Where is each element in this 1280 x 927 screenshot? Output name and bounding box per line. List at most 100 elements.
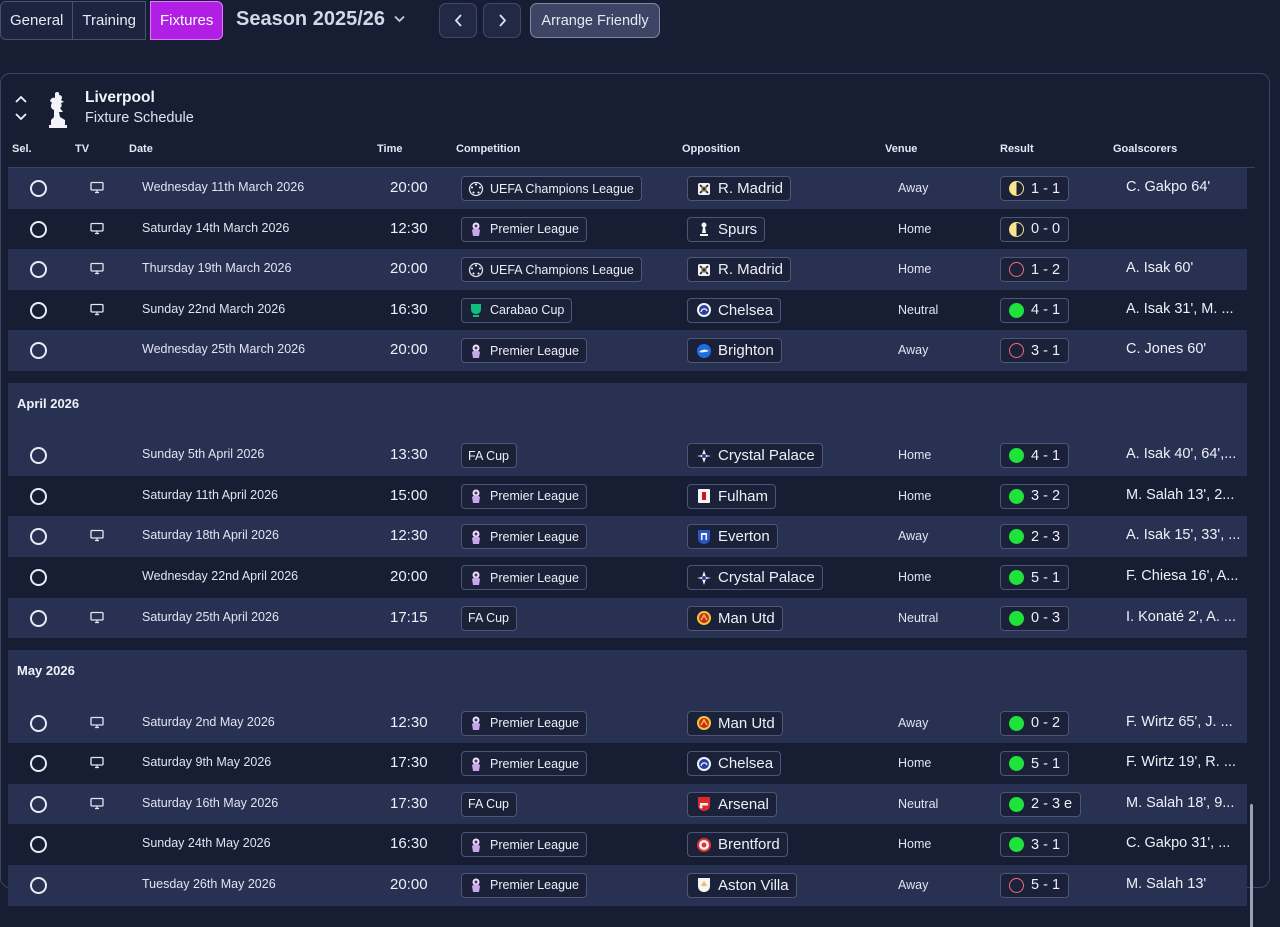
goalscorers: C. Gakpo 64'	[1126, 179, 1211, 195]
column-header-time[interactable]: Time	[377, 143, 403, 155]
opposition-badge[interactable]: Fulham	[687, 483, 777, 509]
competition-badge[interactable]: FA Cup	[461, 605, 517, 631]
next-season-button[interactable]	[483, 3, 521, 38]
opposition-badge[interactable]: R. Madrid	[687, 257, 792, 283]
opposition-badge[interactable]: Arsenal	[687, 791, 777, 817]
fixture-row[interactable]: Saturday 11th April 2026 15:00 Premier Lea…	[8, 476, 1247, 517]
competition-name: Premier League	[490, 837, 579, 852]
competition-badge[interactable]: Premier League	[461, 710, 587, 736]
opposition-badge[interactable]: Chelsea	[687, 297, 782, 323]
competition-badge[interactable]: Premier League	[461, 872, 587, 898]
result-badge[interactable]: 4 - 1	[1000, 443, 1070, 469]
result-badge[interactable]: 4 - 1	[1000, 297, 1070, 323]
fixture-row[interactable]: Tuesday 26th May 2026 20:00 Premier League…	[8, 864, 1247, 906]
select-radio[interactable]	[30, 487, 47, 505]
month-label: April 2026	[17, 395, 80, 411]
fixture-row[interactable]: Saturday 25th April 2026 17:15 FA Cup Man U…	[8, 597, 1247, 639]
result-badge[interactable]: 5 - 1	[1000, 872, 1070, 898]
result-badge[interactable]: 1 - 2	[1000, 257, 1070, 283]
fixture-row[interactable]: Sunday 5th April 2026 13:30 FA Cup Crystal …	[8, 435, 1247, 476]
competition-badge[interactable]: Premier League	[461, 751, 587, 777]
result-badge[interactable]: 3 - 2	[1000, 483, 1070, 509]
result-badge[interactable]: 3 - 1	[1000, 338, 1070, 364]
arrange-friendly-button[interactable]: Arrange Friendly	[530, 3, 660, 38]
select-radio[interactable]	[30, 714, 47, 732]
result-badge[interactable]: 5 - 1	[1000, 565, 1070, 591]
aston-villa-crest-icon	[696, 877, 712, 893]
opposition-badge[interactable]: Crystal Palace	[687, 565, 823, 591]
column-header-venue[interactable]: Venue	[885, 143, 918, 155]
result-badge[interactable]: 2 - 3 e	[1000, 791, 1082, 817]
select-radio[interactable]	[30, 261, 47, 279]
result-badge[interactable]: 1 - 1	[1000, 176, 1070, 201]
opposition-badge[interactable]: Brighton	[687, 338, 782, 364]
arsenal-crest-icon	[696, 796, 712, 812]
column-header-competition[interactable]: Competition	[456, 143, 521, 155]
result-badge[interactable]: 0 - 3	[1000, 605, 1070, 631]
competition-badge[interactable]: Premier League	[461, 338, 587, 364]
result-badge[interactable]: 5 - 1	[1000, 751, 1070, 777]
fixture-row[interactable]: Wednesday 11th March 2026 20:00 UEFA Champ…	[8, 168, 1247, 209]
opposition-badge[interactable]: R. Madrid	[687, 176, 792, 201]
select-radio[interactable]	[30, 447, 47, 465]
fixture-row[interactable]: Saturday 14th March 2026 12:30 Premier Lea…	[8, 209, 1247, 250]
fixture-row[interactable]: Sunday 24th May 2026 16:30 Premier League B…	[8, 824, 1247, 865]
opposition-badge[interactable]: Spurs	[687, 216, 766, 242]
competition-name: Premier League	[490, 716, 579, 731]
opposition-badge[interactable]: Brentford	[687, 832, 788, 858]
fixture-row[interactable]: Wednesday 25th March 2026 20:00 Premier Le…	[8, 330, 1247, 371]
fixture-row[interactable]: Thursday 19th March 2026 20:00 UEFA Champi…	[8, 249, 1247, 290]
season-selector[interactable]: Season 2025/26	[236, 8, 405, 31]
select-radio[interactable]	[30, 836, 47, 854]
collapse-toggle[interactable]	[15, 92, 27, 121]
column-header-opposition[interactable]: Opposition	[682, 143, 741, 155]
fixture-row[interactable]: Saturday 2nd May 2026 12:30 Premier League…	[8, 702, 1247, 744]
tab-general[interactable]: General	[0, 1, 74, 40]
select-radio[interactable]	[30, 180, 47, 197]
select-radio[interactable]	[30, 220, 47, 238]
competition-badge[interactable]: Carabao Cup	[461, 297, 573, 323]
previous-season-button[interactable]	[439, 3, 477, 38]
opposition-badge[interactable]: Everton	[687, 524, 778, 550]
column-header-goalscorers[interactable]: Goalscorers	[1113, 143, 1178, 155]
scrollbar[interactable]	[1250, 804, 1253, 927]
result-badge[interactable]: 0 - 0	[1000, 216, 1070, 242]
column-header-result[interactable]: Result	[1000, 143, 1034, 155]
select-radio[interactable]	[30, 795, 47, 813]
competition-badge[interactable]: FA Cup	[461, 443, 517, 469]
select-radio[interactable]	[30, 528, 47, 546]
fixture-row[interactable]: Saturday 9th May 2026 17:30 Premier League…	[8, 743, 1247, 784]
select-radio[interactable]	[30, 569, 47, 587]
column-header-sel[interactable]: Sel.	[12, 143, 32, 155]
fixture-row[interactable]: Saturday 18th April 2026 12:30 Premier Lea…	[8, 516, 1247, 558]
competition-badge[interactable]: Premier League	[461, 832, 587, 858]
opposition-badge[interactable]: Man Utd	[687, 710, 783, 736]
opposition-badge[interactable]: Aston Villa	[687, 872, 797, 898]
tab-training[interactable]: Training	[73, 1, 147, 40]
select-radio[interactable]	[30, 342, 47, 360]
result-badge[interactable]: 3 - 1	[1000, 832, 1070, 858]
select-radio[interactable]	[30, 755, 47, 773]
fixture-row[interactable]: Wednesday 22nd April 2026 20:00 Premier Le…	[8, 557, 1247, 598]
result-draw-icon	[1009, 221, 1024, 237]
column-header-tv[interactable]: TV	[75, 143, 90, 155]
select-radio[interactable]	[30, 609, 47, 627]
opposition-badge[interactable]: Crystal Palace	[687, 443, 823, 469]
competition-badge[interactable]: UEFA Champions League	[461, 257, 642, 283]
select-radio[interactable]	[30, 876, 47, 894]
result-badge[interactable]: 2 - 3	[1000, 524, 1070, 550]
fixture-row[interactable]: Sunday 22nd March 2026 16:30 Carabao Cup Ch…	[8, 290, 1247, 331]
result-badge[interactable]: 0 - 2	[1000, 710, 1070, 736]
tab-fixtures[interactable]: Fixtures	[150, 1, 224, 40]
column-header-date[interactable]: Date	[129, 143, 153, 155]
opposition-badge[interactable]: Man Utd	[687, 605, 783, 631]
opposition-badge[interactable]: Chelsea	[687, 751, 782, 777]
competition-badge[interactable]: Premier League	[461, 216, 587, 242]
competition-badge[interactable]: Premier League	[461, 483, 587, 509]
fixture-row[interactable]: Saturday 16th May 2026 17:30 FA Cup Arsenal…	[8, 783, 1247, 825]
competition-badge[interactable]: Premier League	[461, 524, 587, 550]
select-radio[interactable]	[30, 301, 47, 319]
competition-badge[interactable]: FA Cup	[461, 791, 517, 817]
competition-badge[interactable]: UEFA Champions League	[461, 176, 642, 201]
competition-badge[interactable]: Premier League	[461, 565, 587, 591]
